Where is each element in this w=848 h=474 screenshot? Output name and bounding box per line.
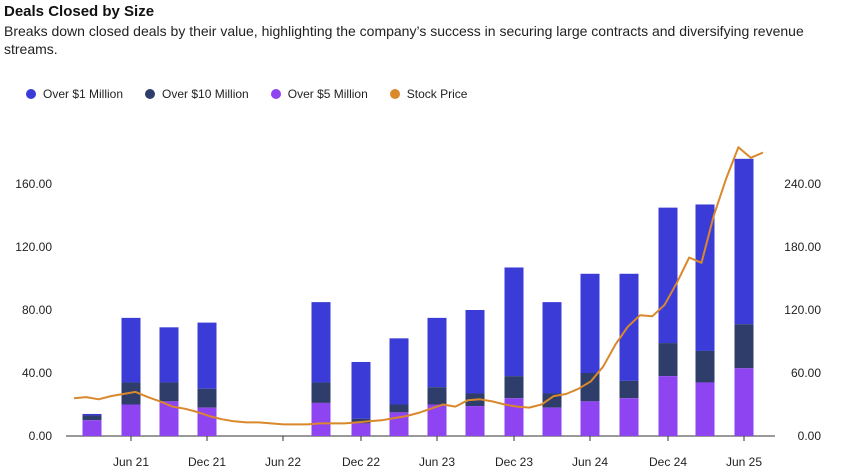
bar-over-10m: [734, 324, 754, 369]
y-left-tick-label: 160.00: [15, 177, 52, 191]
bar-over-5m: [427, 404, 447, 436]
bar-over-5m: [695, 382, 715, 436]
chart-title: Deals Closed by Size: [4, 3, 155, 20]
legend-item-over-1m[interactable]: Over $1 Million: [26, 87, 123, 101]
bar-over-10m: [542, 393, 562, 408]
legend-label: Over $1 Million: [43, 87, 124, 101]
bar-over-5m: [580, 401, 600, 436]
x-tick-label: Dec 24: [649, 455, 687, 469]
bar-over-1m: [658, 207, 678, 344]
legend-item-over-10m[interactable]: Over $10 Million: [145, 87, 249, 101]
y-right-tick-label: 240.00: [784, 177, 821, 191]
bar-over-1m: [351, 361, 371, 419]
y-left-tick-label: 40.00: [22, 366, 52, 380]
bar-over-1m: [695, 204, 715, 351]
bar-over-10m: [197, 388, 217, 408]
legend-swatch-over-1m: [26, 89, 36, 99]
bar-over-10m: [311, 382, 331, 403]
legend-item-stock-price[interactable]: Stock Price: [389, 87, 468, 101]
bar-over-10m: [389, 404, 409, 413]
y-left-tick-label: 0.00: [29, 429, 53, 443]
legend-item-over-5m[interactable]: Over $5 Million: [270, 87, 368, 101]
x-tick-label: Jun 22: [265, 455, 301, 469]
y-right-tick-label: 120.00: [784, 303, 821, 317]
bar-over-5m: [121, 404, 141, 436]
x-tick-label: Jun 24: [572, 455, 608, 469]
bar-over-5m: [82, 420, 102, 436]
y-left-tick-label: 120.00: [15, 240, 52, 254]
bar-over-5m: [159, 401, 179, 436]
bar-over-1m: [734, 158, 754, 325]
bar-over-1m: [542, 302, 562, 394]
bar-over-1m: [82, 413, 102, 416]
bar-over-1m: [504, 267, 524, 377]
x-tick-label: Dec 21: [188, 455, 226, 469]
bar-over-1m: [121, 317, 141, 383]
x-tick-label: Jun 23: [419, 455, 455, 469]
bar-over-5m: [504, 398, 524, 436]
bar-over-10m: [427, 387, 447, 405]
bar-over-10m: [82, 415, 102, 421]
bar-over-10m: [619, 380, 639, 399]
legend-swatch-over-5m: [270, 89, 281, 99]
bar-over-10m: [351, 418, 371, 424]
bar-over-1m: [311, 302, 331, 383]
legend-swatch-stock-price: [389, 89, 400, 99]
y-right-tick-label: 0.00: [798, 429, 822, 443]
y-left-tick-label: 80.00: [22, 303, 52, 317]
bar-over-1m: [465, 310, 485, 394]
bar-over-10m: [695, 350, 715, 383]
bar-over-5m: [351, 423, 371, 436]
x-tick-label: Dec 22: [342, 455, 380, 469]
stock-price-line: [73, 146, 764, 426]
legend-swatch-over-10m: [145, 89, 156, 99]
y-right-tick-label: 180.00: [784, 240, 821, 254]
bar-over-5m: [734, 368, 754, 436]
legend-label: Stock Price: [406, 87, 468, 101]
y-right-tick-label: 60.00: [791, 366, 821, 380]
bar-over-10m: [159, 382, 179, 402]
legend-label: Over $5 Million: [287, 87, 368, 101]
bar-over-5m: [542, 407, 562, 436]
bar-over-1m: [580, 273, 600, 373]
bar-over-10m: [504, 376, 524, 399]
bar-over-1m: [197, 322, 217, 389]
bar-over-1m: [427, 317, 447, 388]
bar-over-1m: [619, 273, 639, 381]
x-tick-label: Jun 25: [726, 455, 762, 469]
x-tick-label: Jun 21: [113, 455, 149, 469]
legend: Over $1 Million Over $10 Million Over $5…: [26, 87, 489, 101]
chart-subtitle: Breaks down closed deals by their value,…: [4, 23, 804, 57]
bar-over-5m: [465, 406, 485, 436]
bar-over-5m: [619, 398, 639, 436]
bar-over-5m: [311, 402, 331, 436]
bar-over-1m: [389, 338, 409, 405]
bar-over-1m: [159, 327, 179, 383]
x-tick-label: Dec 23: [495, 455, 533, 469]
legend-label: Over $10 Million: [162, 87, 249, 101]
bar-over-5m: [197, 407, 217, 436]
bar-over-10m: [658, 343, 678, 377]
bar-over-10m: [580, 373, 600, 402]
bar-over-5m: [658, 376, 678, 436]
